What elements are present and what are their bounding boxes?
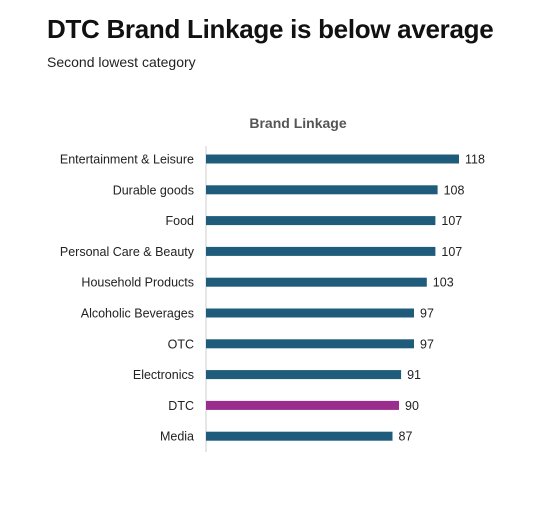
value-label-household-products: 103 xyxy=(433,276,454,290)
value-label-otc: 97 xyxy=(420,337,434,351)
bar-dtc xyxy=(206,400,399,410)
bar-entertainment-leisure xyxy=(206,154,459,164)
chart-title: Brand Linkage xyxy=(249,115,346,131)
value-label-personal-care-beauty: 107 xyxy=(441,245,462,259)
value-label-entertainment-leisure: 118 xyxy=(465,153,485,167)
value-label-electronics: 91 xyxy=(407,368,421,382)
category-label-otc: OTC xyxy=(168,337,194,351)
value-label-alcoholic-beverages: 97 xyxy=(420,307,434,321)
category-label-food: Food xyxy=(166,214,195,228)
bar-alcoholic-beverages xyxy=(206,308,414,318)
bar-electronics xyxy=(206,370,402,380)
category-label-personal-care-beauty: Personal Care & Beauty xyxy=(60,245,195,259)
category-label-durable-goods: Durable goods xyxy=(113,183,194,197)
value-label-media: 87 xyxy=(399,430,413,444)
bar-food xyxy=(206,216,436,226)
bar-media xyxy=(206,431,393,441)
category-label-dtc: DTC xyxy=(168,399,194,413)
bars-group: Entertainment & Leisure 118 Durable goods 1… xyxy=(60,153,485,444)
bar-durable-goods xyxy=(206,185,438,195)
bar-personal-care-beauty xyxy=(206,246,436,256)
bar-otc xyxy=(206,339,414,349)
value-label-dtc: 90 xyxy=(405,399,419,413)
category-label-electronics: Electronics xyxy=(133,368,194,382)
page-title: DTC Brand Linkage is below average xyxy=(47,14,494,44)
category-label-media: Media xyxy=(160,430,194,444)
page-subtitle: Second lowest category xyxy=(47,54,196,70)
value-label-durable-goods: 108 xyxy=(444,183,465,197)
value-label-food: 107 xyxy=(441,214,462,228)
category-label-alcoholic-beverages: Alcoholic Beverages xyxy=(81,307,194,321)
category-label-entertainment-leisure: Entertainment & Leisure xyxy=(60,153,194,167)
bar-household-products xyxy=(206,277,427,287)
category-label-household-products: Household Products xyxy=(81,276,194,290)
